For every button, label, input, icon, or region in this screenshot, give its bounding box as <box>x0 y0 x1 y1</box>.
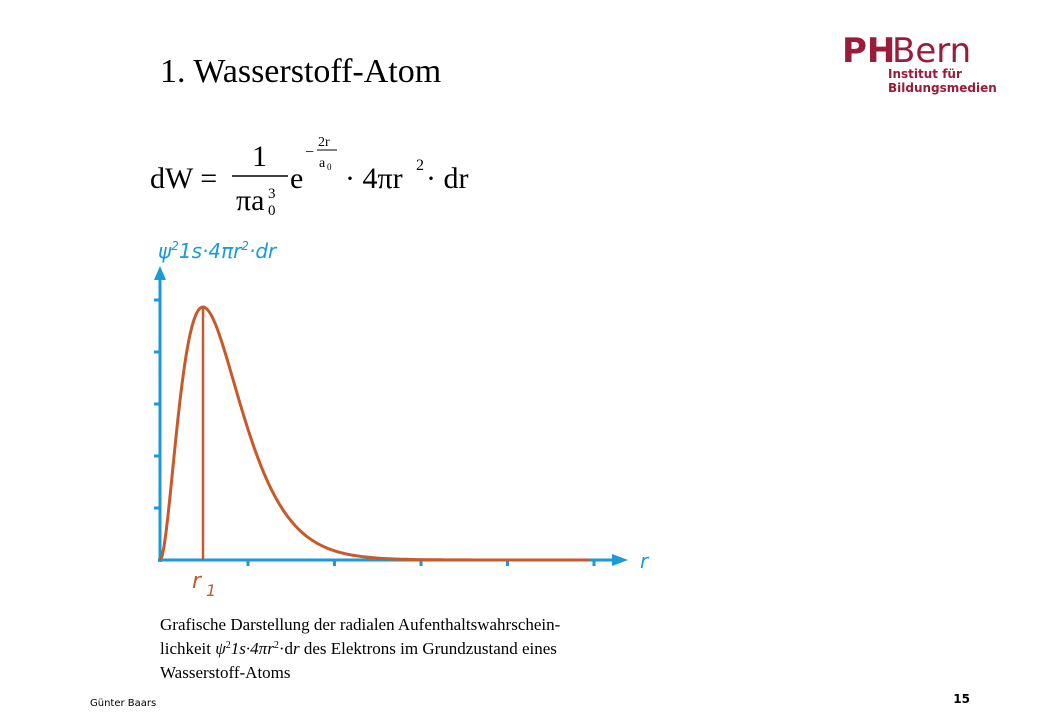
x-axis-label: r <box>640 549 650 573</box>
formula-part: e <box>290 162 303 195</box>
label-part: 2 <box>171 239 179 253</box>
caption-part: r <box>267 639 274 658</box>
caption-part: des Elektrons im Grundzustand eines <box>300 639 557 658</box>
footer-author: Günter Baars <box>90 698 156 709</box>
formula-part: a <box>319 156 326 171</box>
curve <box>158 305 590 562</box>
formula-part: πa <box>236 184 264 217</box>
formula-part: 2r <box>318 135 330 150</box>
formula: dW = 1 πa 0 3 e − 2r a 0 · 4πr 2 · dr <box>150 135 468 219</box>
formula-part: · 4πr <box>345 162 403 195</box>
caption-part: r <box>293 639 300 658</box>
formula-part: dW = <box>150 162 217 195</box>
logo: PH Bern Institut für Bildungsmedien <box>842 31 997 95</box>
label-part: ψ <box>158 239 172 263</box>
caption-line: Wasserstoff-Atoms <box>160 663 291 682</box>
caption-line: Grafische Darstellung der radialen Aufen… <box>160 615 561 634</box>
logo-line: Institut für <box>888 67 962 81</box>
y-axis-label: ψ21s·4πr2·dr <box>158 239 278 263</box>
arrow <box>612 554 628 566</box>
logo-bern: Bern <box>892 31 971 71</box>
caption-line: lichkeit ψ21s·4πr2·dr des Elektrons im G… <box>160 639 557 658</box>
page-number: 15 <box>953 692 970 706</box>
caption-part: lichkeit <box>160 639 215 658</box>
caption-part: 1s·4π <box>231 639 268 658</box>
label-part: 2 <box>241 239 249 253</box>
caption: Grafische Darstellung der radialen Aufen… <box>160 615 561 682</box>
formula-part: 2 <box>416 157 424 174</box>
formula-part: 3 <box>268 186 276 202</box>
logo-ph: PH <box>842 31 895 71</box>
label-part: ·dr <box>249 239 278 263</box>
logo-line: Bildungsmedien <box>888 81 997 95</box>
formula-part: 0 <box>268 203 276 219</box>
label-part: 1s·4πr <box>179 239 243 263</box>
formula-part: 1 <box>252 140 267 173</box>
peak-label: r <box>192 569 203 594</box>
caption-part: 2 <box>226 640 231 651</box>
formula-part: 0 <box>327 162 332 172</box>
caption-part: ψ <box>215 639 226 658</box>
formula-part: · dr <box>426 162 468 195</box>
arrow <box>154 266 166 280</box>
title: 1. Wasserstoff-Atom <box>160 53 441 90</box>
figure: ψ21s·4πr2·dr r r 1 <box>154 239 650 600</box>
caption-part: 2 <box>274 640 279 651</box>
formula-part: − <box>305 144 314 161</box>
peak-label: 1 <box>206 581 216 600</box>
caption-part: ·d <box>279 639 294 658</box>
